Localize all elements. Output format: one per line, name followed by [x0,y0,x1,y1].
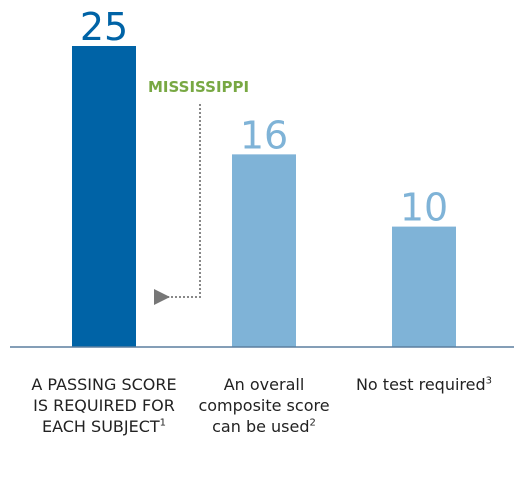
footnote-mark: 3 [485,375,493,387]
value-label: 10 [400,186,448,230]
value-label: 25 [80,5,128,49]
annotation-arrow [154,104,201,305]
footnote-mark: 2 [309,417,316,429]
bar [232,154,296,347]
annotation: MISSISSIPPI [148,78,249,96]
value-label: 16 [240,113,288,157]
category-text: An overall composite score can be used [198,375,330,436]
category-text: No test required [355,375,486,394]
category-label: No test required3 [349,374,499,395]
category-text: A PASSING SCORE IS REQUIRED FOR EACH SUB… [31,375,177,436]
bar [392,226,456,347]
footnote-mark: 1 [159,417,167,429]
bar [72,46,136,347]
category-label: A PASSING SCORE IS REQUIRED FOR EACH SUB… [29,374,179,437]
category-label: An overall composite score can be used2 [189,374,339,437]
